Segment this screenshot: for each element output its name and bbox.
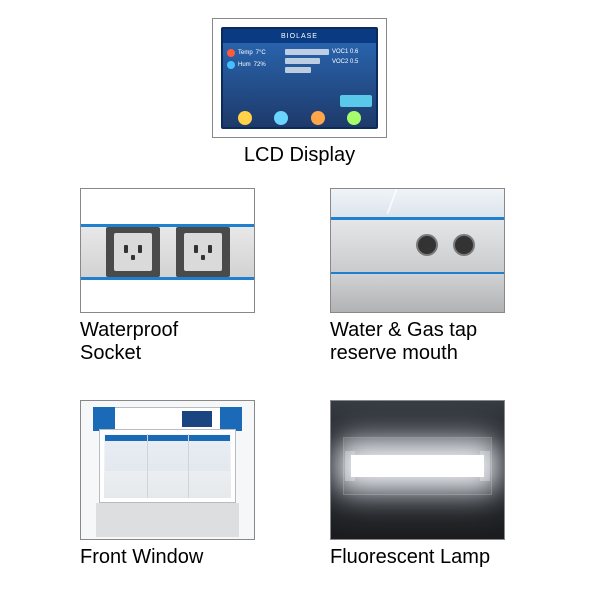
fw-corner-accent <box>220 407 242 431</box>
window-caption: Front Window <box>80 546 203 569</box>
front-window-image <box>80 400 255 540</box>
tap-hole-icon <box>416 234 438 256</box>
hum-label: Hum <box>238 62 251 68</box>
voc1-value: 0.6 <box>350 49 358 55</box>
temp-dot-icon <box>227 49 235 57</box>
lcd-header: BIOLASE <box>223 29 376 43</box>
voc2-value: 0.5 <box>350 59 358 65</box>
socket-outlet-icon <box>114 233 152 271</box>
fw-work-chamber <box>99 429 236 503</box>
lcd-body: Temp 7 °C Hum 72 % <box>223 43 376 127</box>
hum-unit: % <box>260 62 265 68</box>
lamp-tube-icon <box>351 455 484 477</box>
lcd-brand: BIOLASE <box>281 33 318 40</box>
fw-sash <box>105 435 230 471</box>
tap-bottom-panel <box>331 274 504 312</box>
fw-control-panel-icon <box>182 411 212 427</box>
socket-outlet-icon <box>184 233 222 271</box>
water-gas-tap-image <box>330 188 505 313</box>
lcd-mid-line <box>285 67 311 73</box>
waterproof-socket-image <box>80 188 255 313</box>
fluorescent-lamp-image <box>330 400 505 540</box>
lcd-status-icon <box>274 111 288 125</box>
socket-caption: Waterproof Socket <box>80 319 178 365</box>
lcd-screen: BIOLASE Temp 7 °C Hum 72 % <box>221 27 378 129</box>
fw-corner-accent <box>93 407 115 431</box>
lcd-status-icon <box>238 111 252 125</box>
lcd-display-image: BIOLASE Temp 7 °C Hum 72 % <box>212 18 387 138</box>
socket-plate <box>106 227 160 277</box>
lcd-status-icon <box>311 111 325 125</box>
lcd-caption: LCD Display <box>244 144 355 167</box>
temp-unit: °C <box>259 50 266 56</box>
lcd-mid-line <box>285 58 320 64</box>
tap-hole-icon <box>453 234 475 256</box>
lcd-status-icon <box>347 111 361 125</box>
lamp-caption: Fluorescent Lamp <box>330 546 490 569</box>
tap-caption: Water & Gas tap reserve mouth <box>330 319 477 365</box>
lcd-mid-line <box>285 49 329 55</box>
socket-plate <box>176 227 230 277</box>
voc1-label: VOC1 <box>332 49 348 55</box>
hum-value: 72 <box>254 62 261 68</box>
fw-base-stand <box>96 503 239 537</box>
hum-dot-icon <box>227 61 235 69</box>
tap-glass <box>331 189 504 217</box>
voc2-label: VOC2 <box>332 59 348 65</box>
lcd-action-button <box>340 95 372 107</box>
temp-label: Temp <box>238 50 253 56</box>
